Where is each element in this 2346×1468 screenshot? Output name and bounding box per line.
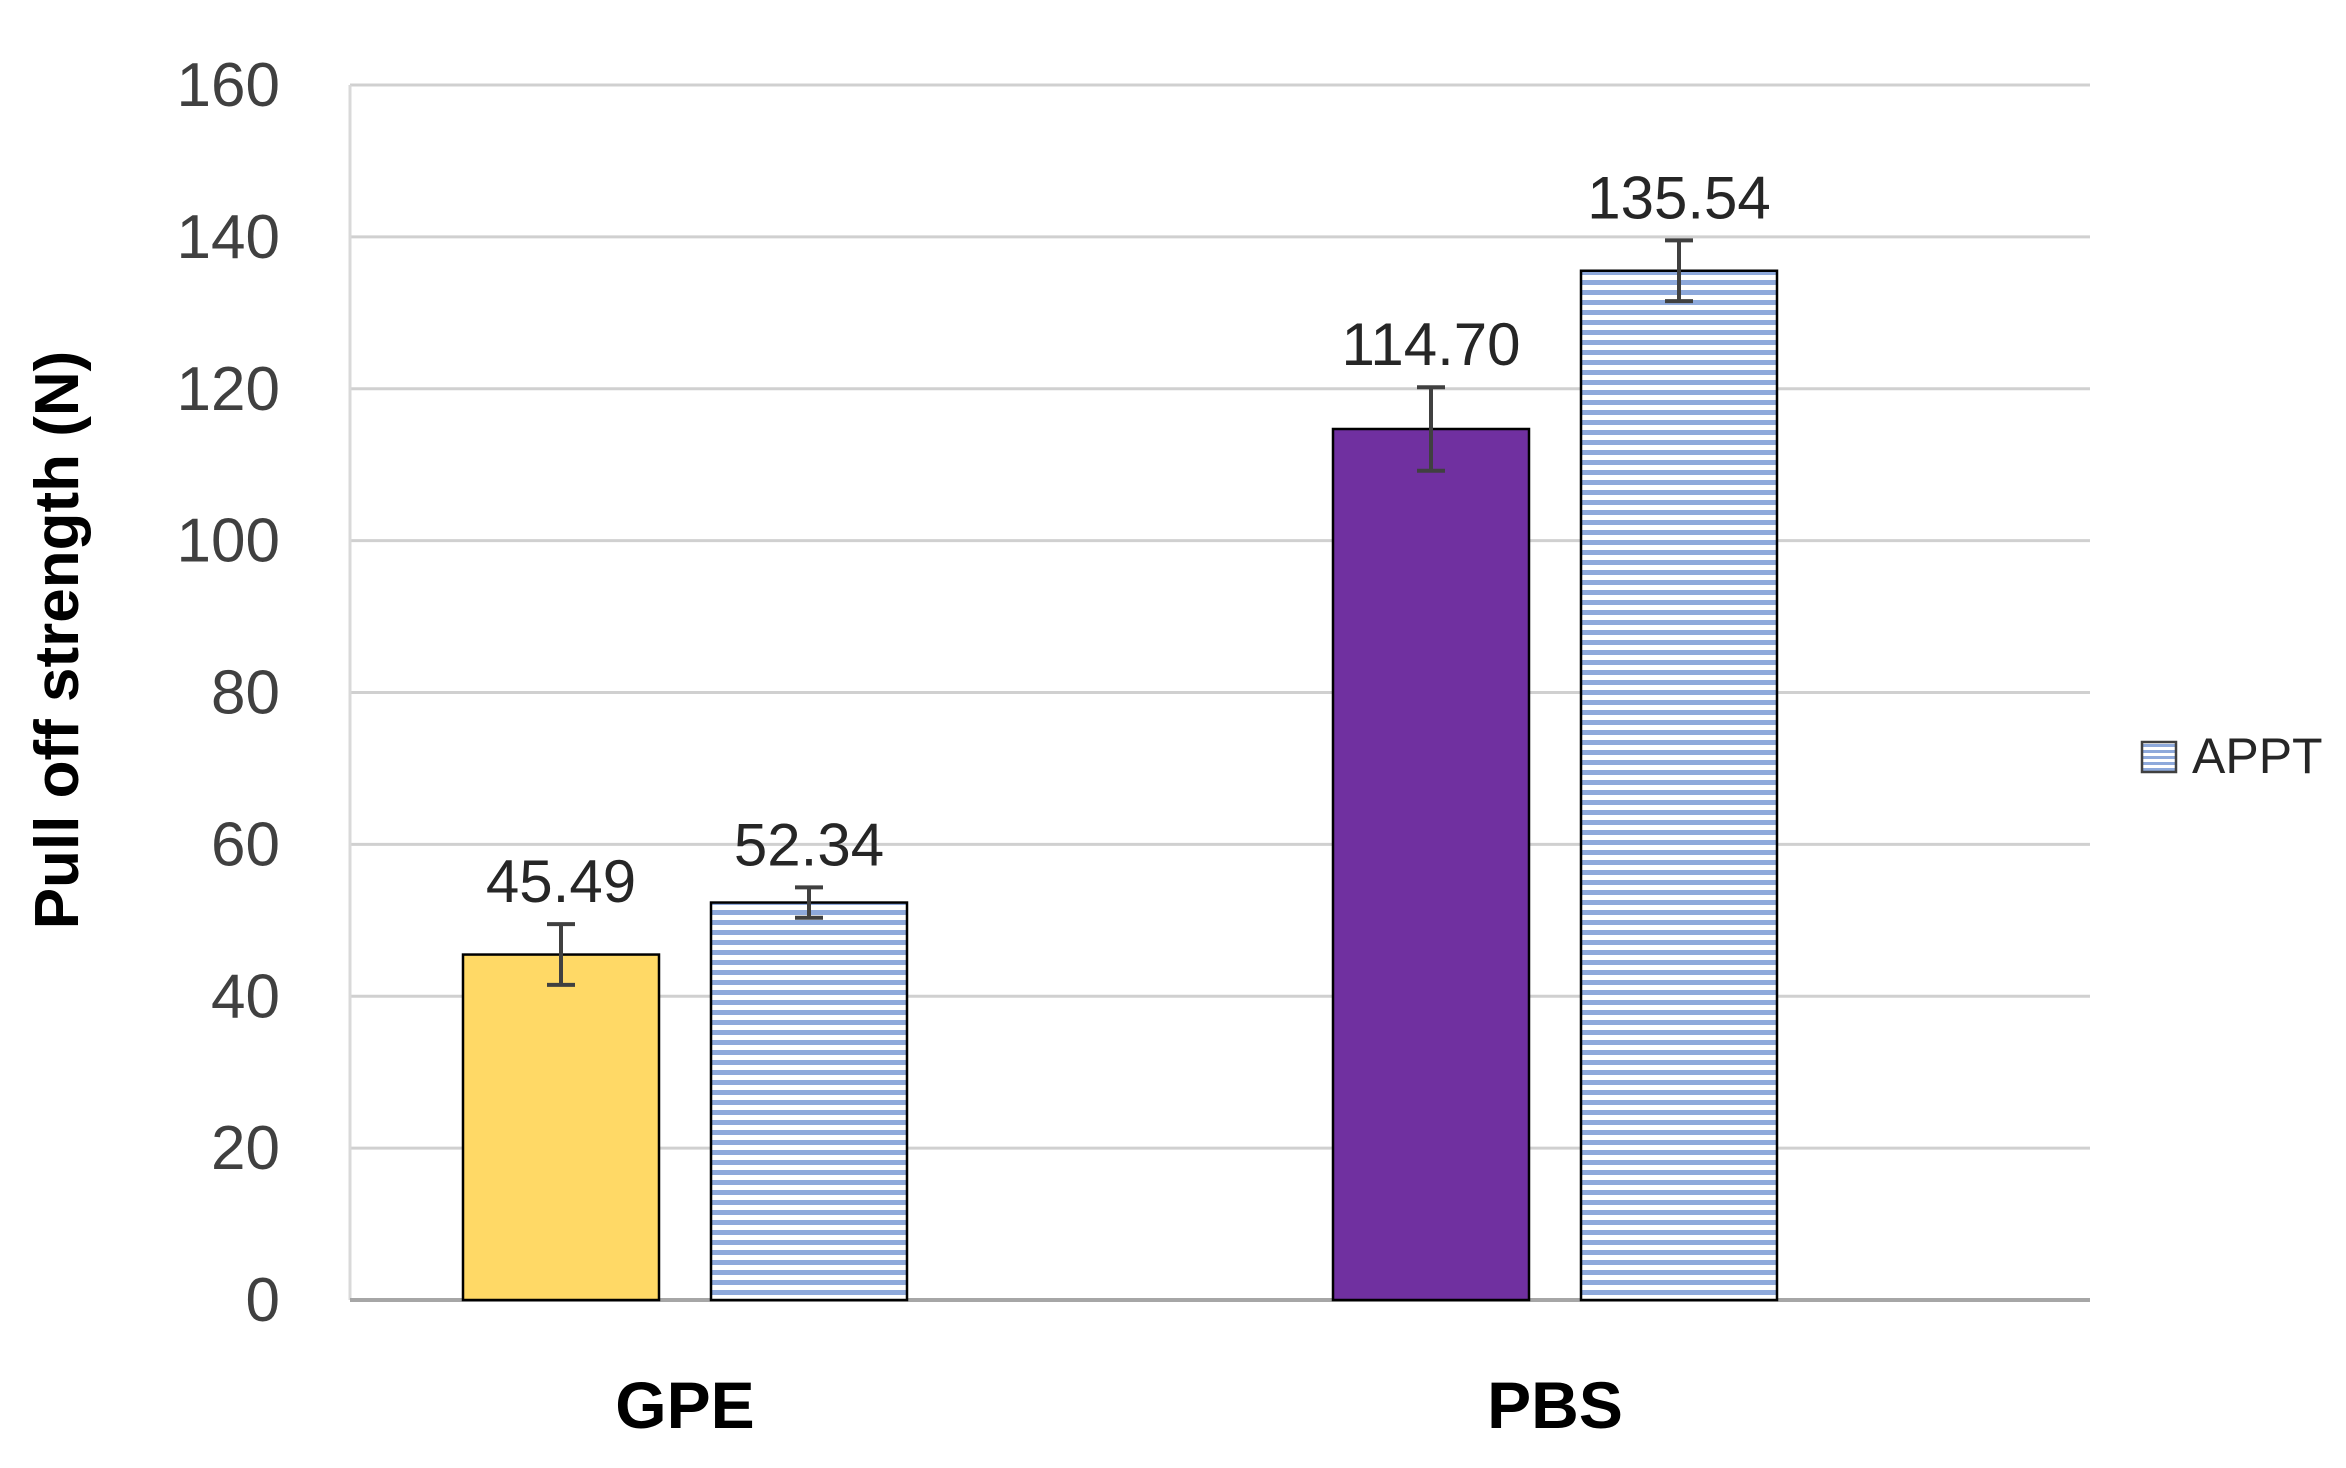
y-tick-label: 100 (177, 507, 280, 576)
legend: APPT (2140, 728, 2323, 784)
data-label: 52.34 (734, 811, 884, 878)
y-axis-title: Pull off strength (N) (23, 351, 92, 930)
data-label: 45.49 (486, 848, 636, 915)
data-label: 114.70 (1341, 311, 1520, 378)
bar (461, 953, 661, 1302)
bars (461, 238, 1779, 1302)
y-tick-label: 140 (177, 203, 280, 272)
y-tick-label: 120 (177, 355, 280, 424)
y-tick-label: 160 (177, 51, 280, 120)
legend-label: APPT (2192, 728, 2323, 784)
y-tick-label: 40 (211, 962, 280, 1031)
bar (1579, 269, 1779, 1302)
bar (1331, 427, 1531, 1302)
legend-swatch (2140, 740, 2178, 774)
data-label: 135.54 (1587, 164, 1771, 231)
y-tick-label: 80 (211, 659, 280, 728)
bar (709, 901, 909, 1302)
y-tick-label: 0 (246, 1266, 280, 1335)
axes: 0 20 40 60 80 100 120 140 160 GPE PBS (177, 51, 2090, 1442)
y-tick-label: 60 (211, 810, 280, 879)
y-tick-label: 20 (211, 1114, 280, 1183)
x-tick-label: GPE (615, 1368, 754, 1442)
x-tick-label: PBS (1487, 1368, 1623, 1442)
data-labels: 45.49 52.34 114.70 135.54 (486, 164, 1771, 915)
